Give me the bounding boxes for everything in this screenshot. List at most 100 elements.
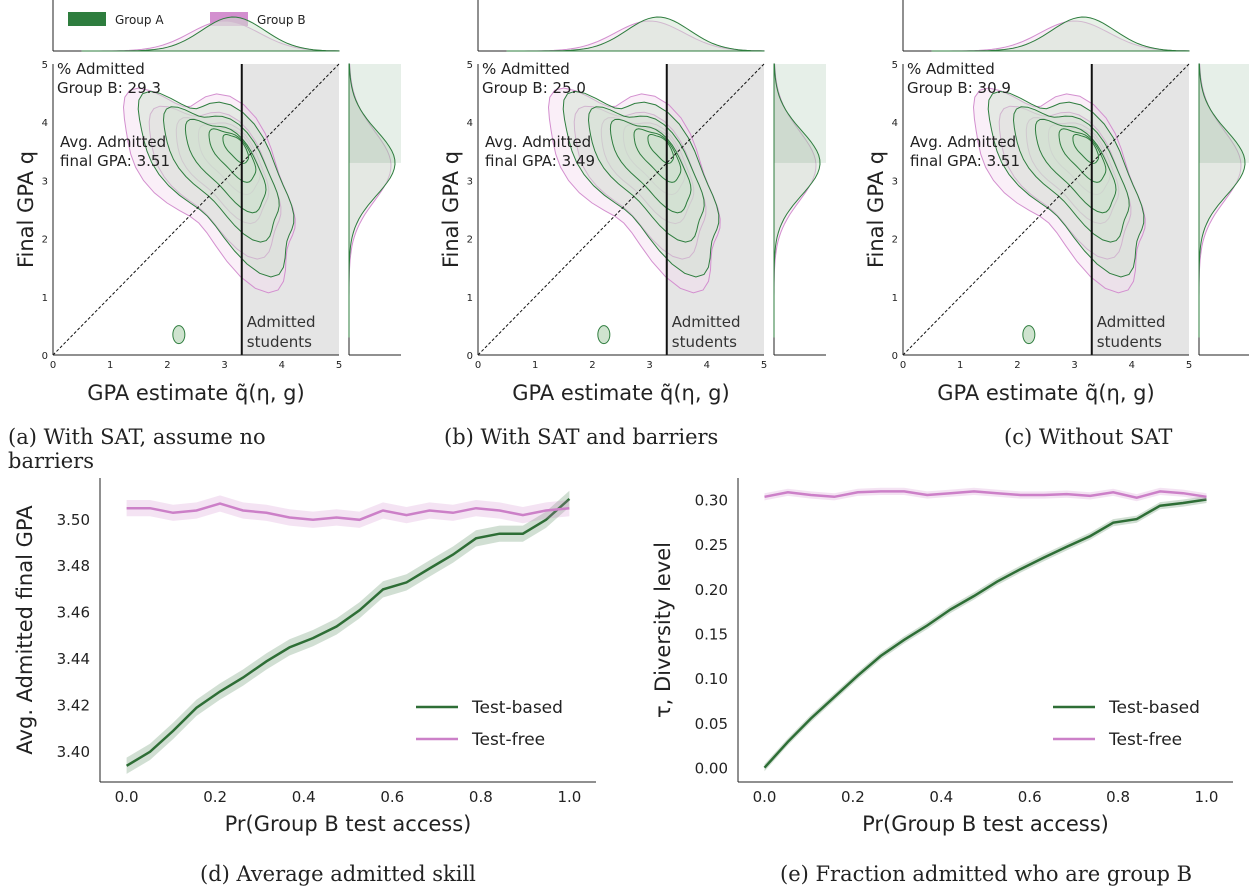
legend-label-test-based: Test-based [471,698,563,718]
contour-group-a [184,118,267,214]
caption-e: (e) Fraction admitted who are group B [780,862,1193,886]
y-tick-label: 5 [467,60,473,71]
contour-group-a [1034,118,1117,214]
marginal-top-group-a [931,16,1190,52]
x-tick-label: 1 [107,360,113,371]
y-tick-label: 2 [467,235,473,246]
marginal-top [902,0,1190,52]
y-tick-label: 4 [42,118,48,129]
y-axis-label: Final GPA q [864,151,888,268]
y-axis-label: τ, Diversity level [651,542,675,718]
caption-b: (b) With SAT and barriers [444,425,719,449]
pct-value: Group B: 25.0 [482,79,586,97]
series-line-test-based [763,498,1207,769]
x-tick-label: 1.0 [557,788,581,806]
series-line-test-free [126,502,570,522]
legend-label-test-based: Test-based [1108,698,1200,718]
caption-a: (a) With SAT, assume no barriers [8,425,266,473]
contour-group-a [987,90,1145,278]
marginal-right-admitted [774,64,826,163]
x-tick-label: 1 [957,360,963,371]
y-tick-label: 5 [42,60,48,71]
legend-swatch-group-a [68,12,106,26]
gpa-label-2: final GPA: 3.51 [60,152,170,170]
y-tick-label: 2 [892,235,898,246]
contour-group-a [587,106,705,243]
contour-group-a [137,90,295,278]
pct-value: Group B: 30.9 [907,79,1011,97]
contour-group-a [562,90,720,278]
gpa-label-1: Avg. Admitted [485,133,591,151]
marginal-top-group-a [506,16,765,52]
region-label-2: students [247,333,312,351]
confidence-band-test-free [126,495,570,528]
x-tick-label: 2 [589,360,595,371]
y-tick-label: 4 [467,118,473,129]
chart-e: 0.0 0.2 0.4 0.6 0.8 1.0 0.00 0.05 0.10 0.15 0.20 0.… [651,478,1233,836]
chart-d: 0.0 0.2 0.4 0.6 0.8 1.0 3.40 3.42 3.44 3.46 3.48 3.… [13,478,596,836]
y-tick-label: 3.46 [57,604,90,622]
y-axis-label: Final GPA q [14,151,38,268]
legend-label-group-b: Group B [257,13,306,27]
region-label-2: students [1097,333,1162,351]
y-tick-label: 3 [892,176,898,187]
legend-label-test-free: Test-free [1108,730,1182,750]
marginal-top [477,0,765,52]
x-axis-label: Pr(Group B test access) [225,812,472,836]
y-tick-label: 1 [42,293,48,304]
pct-value: Group B: 29.3 [57,79,161,97]
y-tick-label: 4 [892,118,898,129]
x-tick-label: 5 [761,360,767,371]
y-tick-label: 1 [467,293,473,304]
diagonal-line [902,63,1190,356]
region-label-1: Admitted [247,313,316,331]
y-tick-label: 3.40 [57,743,90,761]
series-line-test-based [125,497,571,767]
x-tick-label: 0.4 [929,788,953,806]
x-tick-label: 2 [1014,360,1020,371]
x-tick-label: 4 [704,360,710,371]
x-tick-label: 5 [336,360,342,371]
series-line-test-free [764,490,1207,499]
legend-label-group-a: Group A [115,13,164,27]
marginal-right-group-a [1198,63,1246,338]
caption-d: (d) Average admitted skill [200,862,476,886]
y-tick-label: 3 [42,176,48,187]
x-tick-label: 3 [1071,360,1077,371]
contour-group-a [609,118,692,214]
region-label-2: students [672,333,737,351]
marginal-right-group-a [773,63,821,338]
marginal-right-admitted [1199,64,1249,163]
region-label-1: Admitted [1097,313,1166,331]
marginal-right [348,63,401,356]
y-tick-label: 3.42 [57,696,90,714]
y-tick-label: 1 [892,293,898,304]
contour-group-a [1012,106,1130,243]
diagonal-line [52,63,340,356]
y-tick-label: 5 [892,60,898,71]
x-tick-label: 0.0 [753,788,777,806]
gpa-label-2: final GPA: 3.49 [485,152,595,170]
y-axis-label: Avg. Admitted final GPA [13,505,37,755]
y-tick-label: 3.50 [57,511,90,529]
x-axis-label: GPA estimate q̃(η, g) [512,381,729,405]
x-tick-label: 5 [1186,360,1192,371]
x-axis-label: Pr(Group B test access) [862,812,1109,836]
y-tick-label: 0.30 [695,491,728,509]
pct-title: % Admitted [57,60,145,78]
y-tick-label: 0.10 [695,670,728,688]
legend-label-test-free: Test-free [471,730,545,750]
y-tick-label: 0 [42,351,48,362]
gpa-label-1: Avg. Admitted [910,133,1016,151]
y-tick-label: 0 [892,351,898,362]
marginal-top [52,0,340,52]
x-tick-label: 0.2 [203,788,227,806]
x-tick-label: 0 [475,360,481,371]
contour-group-a [162,106,280,243]
contour-group-a [172,325,186,345]
y-tick-label: 3.48 [57,557,90,575]
confidence-band-test-free [764,487,1207,502]
marginal-right-admitted [349,64,401,163]
